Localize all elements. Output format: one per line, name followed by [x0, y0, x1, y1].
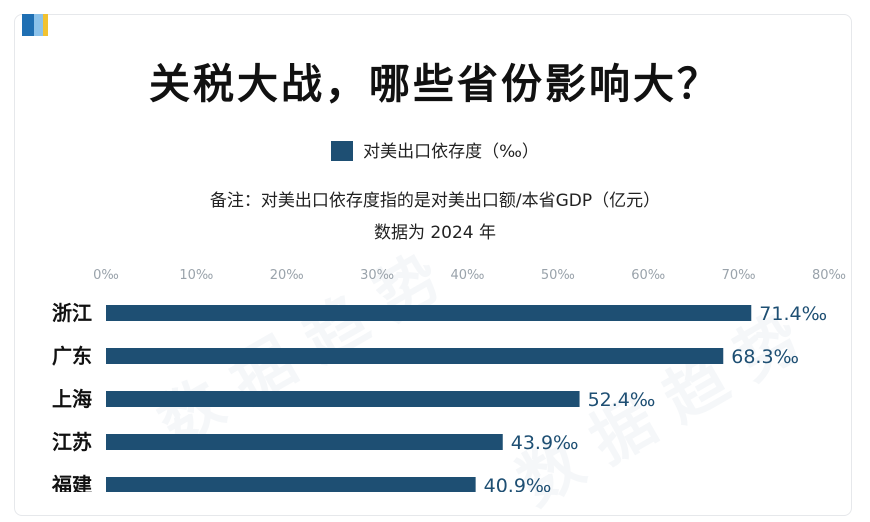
category-label: 福建 [51, 473, 92, 492]
corner-logo-tab [22, 14, 50, 36]
legend-label: 对美出口依存度（‰） [363, 142, 539, 162]
x-tick-label: 80‰ [812, 268, 846, 283]
value-label: 68.3‰ [731, 346, 799, 368]
x-tick-label: 40‰ [451, 268, 485, 283]
bar [106, 477, 476, 492]
x-tick-label: 30‰ [360, 268, 394, 283]
category-label: 浙江 [52, 301, 92, 325]
chart-card [14, 14, 852, 516]
x-tick-label: 20‰ [270, 268, 304, 283]
value-label: 71.4‰ [759, 303, 827, 325]
bar-chart: 0‰ 10‰ 20‰ 30‰ 40‰ 50‰ 60‰ 70‰ 80‰ 浙江 71.4‰ 广东 68.3‰… [51, 268, 846, 492]
x-tick-label: 10‰ [179, 268, 213, 283]
bar [106, 434, 503, 450]
value-label: 40.9‰ [484, 475, 552, 492]
x-tick-label: 0‰ [93, 268, 119, 283]
bar [106, 391, 580, 407]
chart-note-year: 数据为 2024 年 [373, 223, 497, 243]
category-label: 广东 [52, 344, 92, 368]
legend: 对美出口依存度（‰） [0, 137, 870, 162]
x-tick-label: 50‰ [541, 268, 575, 283]
category-label: 江苏 [52, 430, 92, 454]
legend-swatch [331, 141, 354, 161]
x-tick-label: 60‰ [631, 268, 665, 283]
chart-note: 备注：对美出口依存度指的是对美出口额/本省GDP（亿元） [209, 191, 661, 211]
bar [106, 305, 752, 321]
chart-title: 关税大战，哪些省份影响大？ [149, 60, 721, 108]
value-label: 52.4‰ [588, 389, 656, 411]
category-label: 上海 [52, 387, 92, 411]
value-label: 43.9‰ [511, 432, 579, 454]
bar [106, 348, 724, 364]
x-tick-label: 70‰ [722, 268, 756, 283]
